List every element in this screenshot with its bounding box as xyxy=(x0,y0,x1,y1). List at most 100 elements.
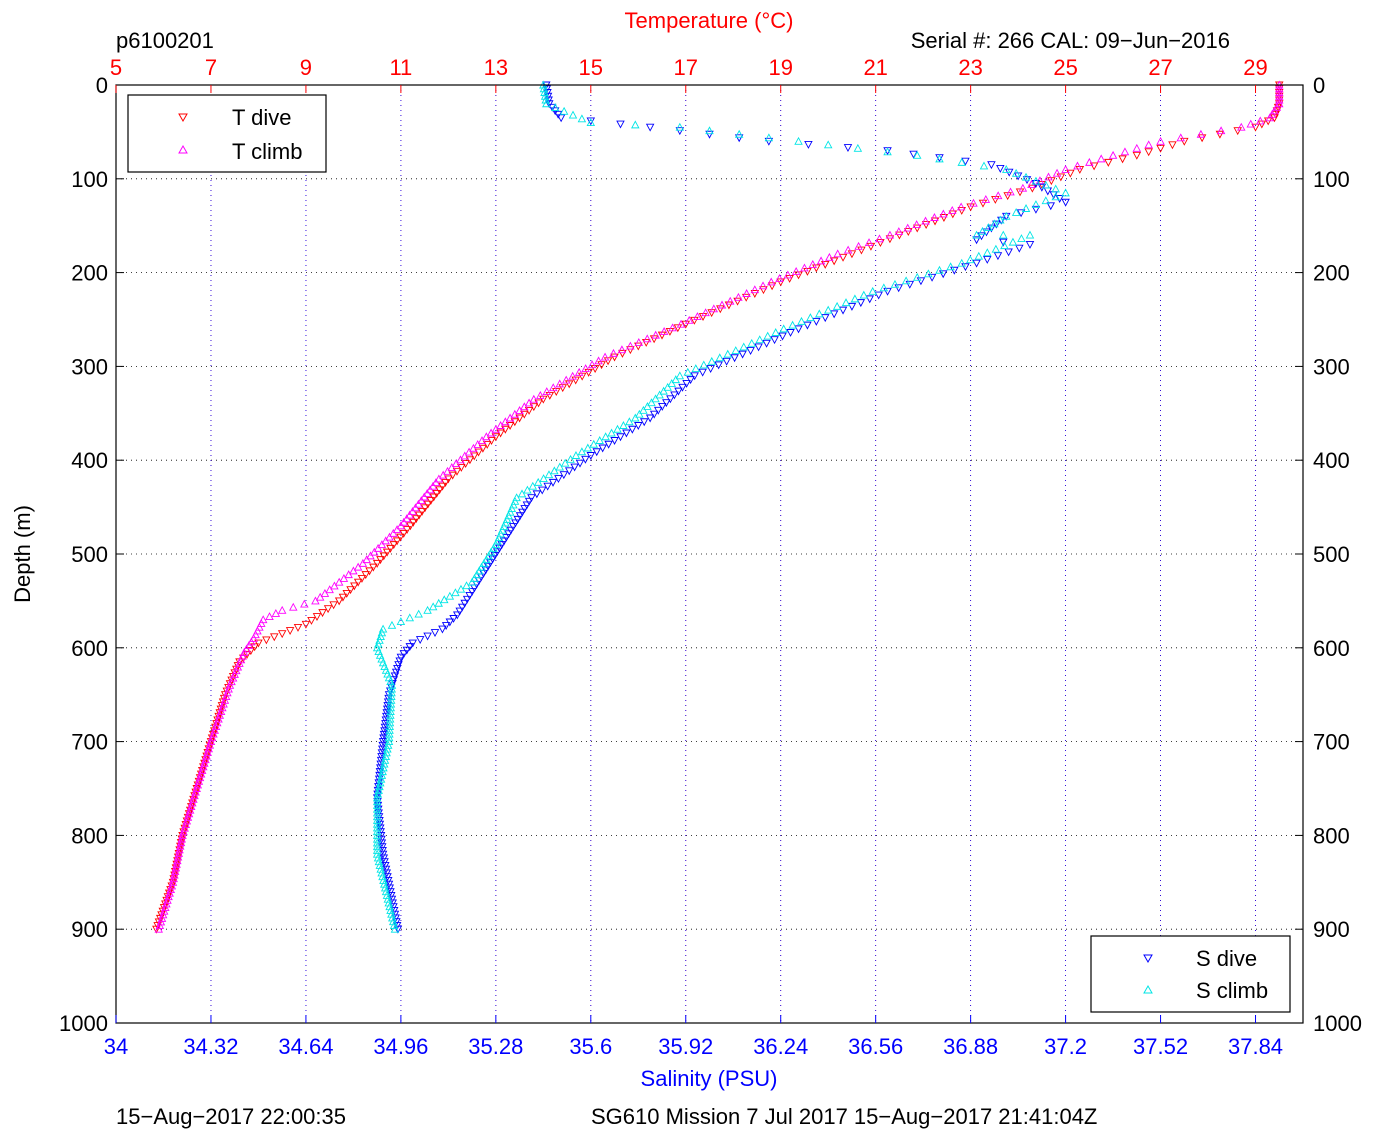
data-point xyxy=(994,253,1001,260)
data-point xyxy=(610,350,617,357)
axis-ticks: 0 0 100 100 200 200 300 300 400 400 500 500 600 600 70… xyxy=(59,55,1362,1059)
data-point xyxy=(569,112,576,119)
legend-s-climb-label: S climb xyxy=(1196,978,1268,1003)
data-point xyxy=(831,311,838,318)
tick-label-depth-right: 300 xyxy=(1313,354,1350,379)
data-point xyxy=(279,607,286,614)
data-point xyxy=(1098,155,1105,162)
data-point xyxy=(891,281,898,288)
tick-label-depth-left: 500 xyxy=(71,542,108,567)
data-point xyxy=(875,292,882,299)
data-point xyxy=(651,336,658,343)
data-point xyxy=(1216,131,1223,138)
data-point xyxy=(958,260,965,267)
data-point xyxy=(825,141,832,148)
data-point xyxy=(840,307,847,314)
data-point xyxy=(777,279,784,286)
data-point xyxy=(699,369,706,376)
tick-label-salinity: 37.52 xyxy=(1133,1034,1188,1059)
data-point xyxy=(732,347,739,354)
data-point xyxy=(660,388,667,395)
data-point xyxy=(1026,232,1033,239)
data-point xyxy=(717,306,724,313)
data-point xyxy=(1062,166,1069,173)
data-point xyxy=(967,256,974,263)
data-point xyxy=(975,253,982,260)
data-point xyxy=(843,299,850,306)
data-point xyxy=(813,318,820,325)
data-point xyxy=(656,391,663,398)
data-point xyxy=(707,366,714,373)
data-point xyxy=(647,415,654,422)
data-point xyxy=(647,124,654,131)
data-point xyxy=(1181,138,1188,145)
data-point xyxy=(780,325,787,332)
tick-label-depth-right: 100 xyxy=(1313,167,1350,192)
tick-label-depth-left: 600 xyxy=(71,636,108,661)
data-point xyxy=(895,285,902,292)
data-point xyxy=(692,365,699,372)
tick-label-depth-right: 200 xyxy=(1313,261,1350,286)
data-point xyxy=(988,162,995,169)
tick-label-temperature: 23 xyxy=(958,55,982,80)
data-point xyxy=(287,628,294,635)
data-point xyxy=(851,295,858,302)
data-point xyxy=(432,630,439,637)
data-point xyxy=(947,263,954,270)
data-point xyxy=(869,288,876,295)
data-point xyxy=(1145,141,1152,148)
data-point xyxy=(407,523,414,530)
data-point xyxy=(629,426,636,433)
data-point xyxy=(1238,124,1245,131)
data-point xyxy=(415,611,422,618)
tick-label-depth-right: 500 xyxy=(1313,542,1350,567)
data-point xyxy=(295,624,302,631)
data-point xyxy=(572,452,579,459)
data-point xyxy=(643,339,650,346)
data-point xyxy=(684,369,691,376)
data-point xyxy=(877,240,884,247)
tick-label-salinity: 37.2 xyxy=(1044,1034,1087,1059)
data-point xyxy=(1177,134,1184,141)
data-point xyxy=(1057,174,1064,181)
data-point xyxy=(687,377,694,384)
data-point xyxy=(558,115,565,122)
data-point xyxy=(818,257,825,264)
data-point xyxy=(655,407,662,414)
data-point xyxy=(302,621,309,628)
legend-t-dive-label: T dive xyxy=(232,105,292,130)
tick-label-depth-right: 600 xyxy=(1313,636,1350,661)
tick-label-depth-left: 300 xyxy=(71,354,108,379)
data-point xyxy=(492,434,499,441)
series-t-climb xyxy=(155,82,1283,933)
legend-temperature: T dive T climb xyxy=(128,95,326,172)
plot-frame xyxy=(116,85,1303,1023)
data-point xyxy=(1133,152,1140,159)
data-point xyxy=(424,633,431,640)
data-point xyxy=(805,141,812,148)
data-point xyxy=(632,414,639,421)
data-point xyxy=(789,322,796,329)
data-point xyxy=(798,318,805,325)
data-point xyxy=(605,441,612,448)
serial-cal-label: Serial #: 266 CAL: 09−Jun−2016 xyxy=(911,28,1230,53)
data-point xyxy=(962,264,969,271)
data-point xyxy=(644,335,651,342)
tick-label-depth-left: 1000 xyxy=(59,1011,108,1036)
data-point xyxy=(1029,185,1036,192)
data-point xyxy=(1218,127,1225,133)
data-point xyxy=(980,162,987,169)
depth-axis-title: Depth (m) xyxy=(10,505,35,603)
data-point xyxy=(813,265,820,272)
data-point xyxy=(388,622,395,629)
data-point xyxy=(884,288,891,295)
tick-label-depth-right: 900 xyxy=(1313,917,1350,942)
data-point xyxy=(652,332,659,339)
data-point xyxy=(992,246,999,253)
tick-label-temperature: 25 xyxy=(1053,55,1077,80)
data-point xyxy=(675,388,682,395)
data-point xyxy=(263,637,270,644)
tick-label-salinity: 36.24 xyxy=(753,1034,808,1059)
tick-label-salinity: 35.92 xyxy=(658,1034,713,1059)
data-point xyxy=(1121,148,1128,155)
